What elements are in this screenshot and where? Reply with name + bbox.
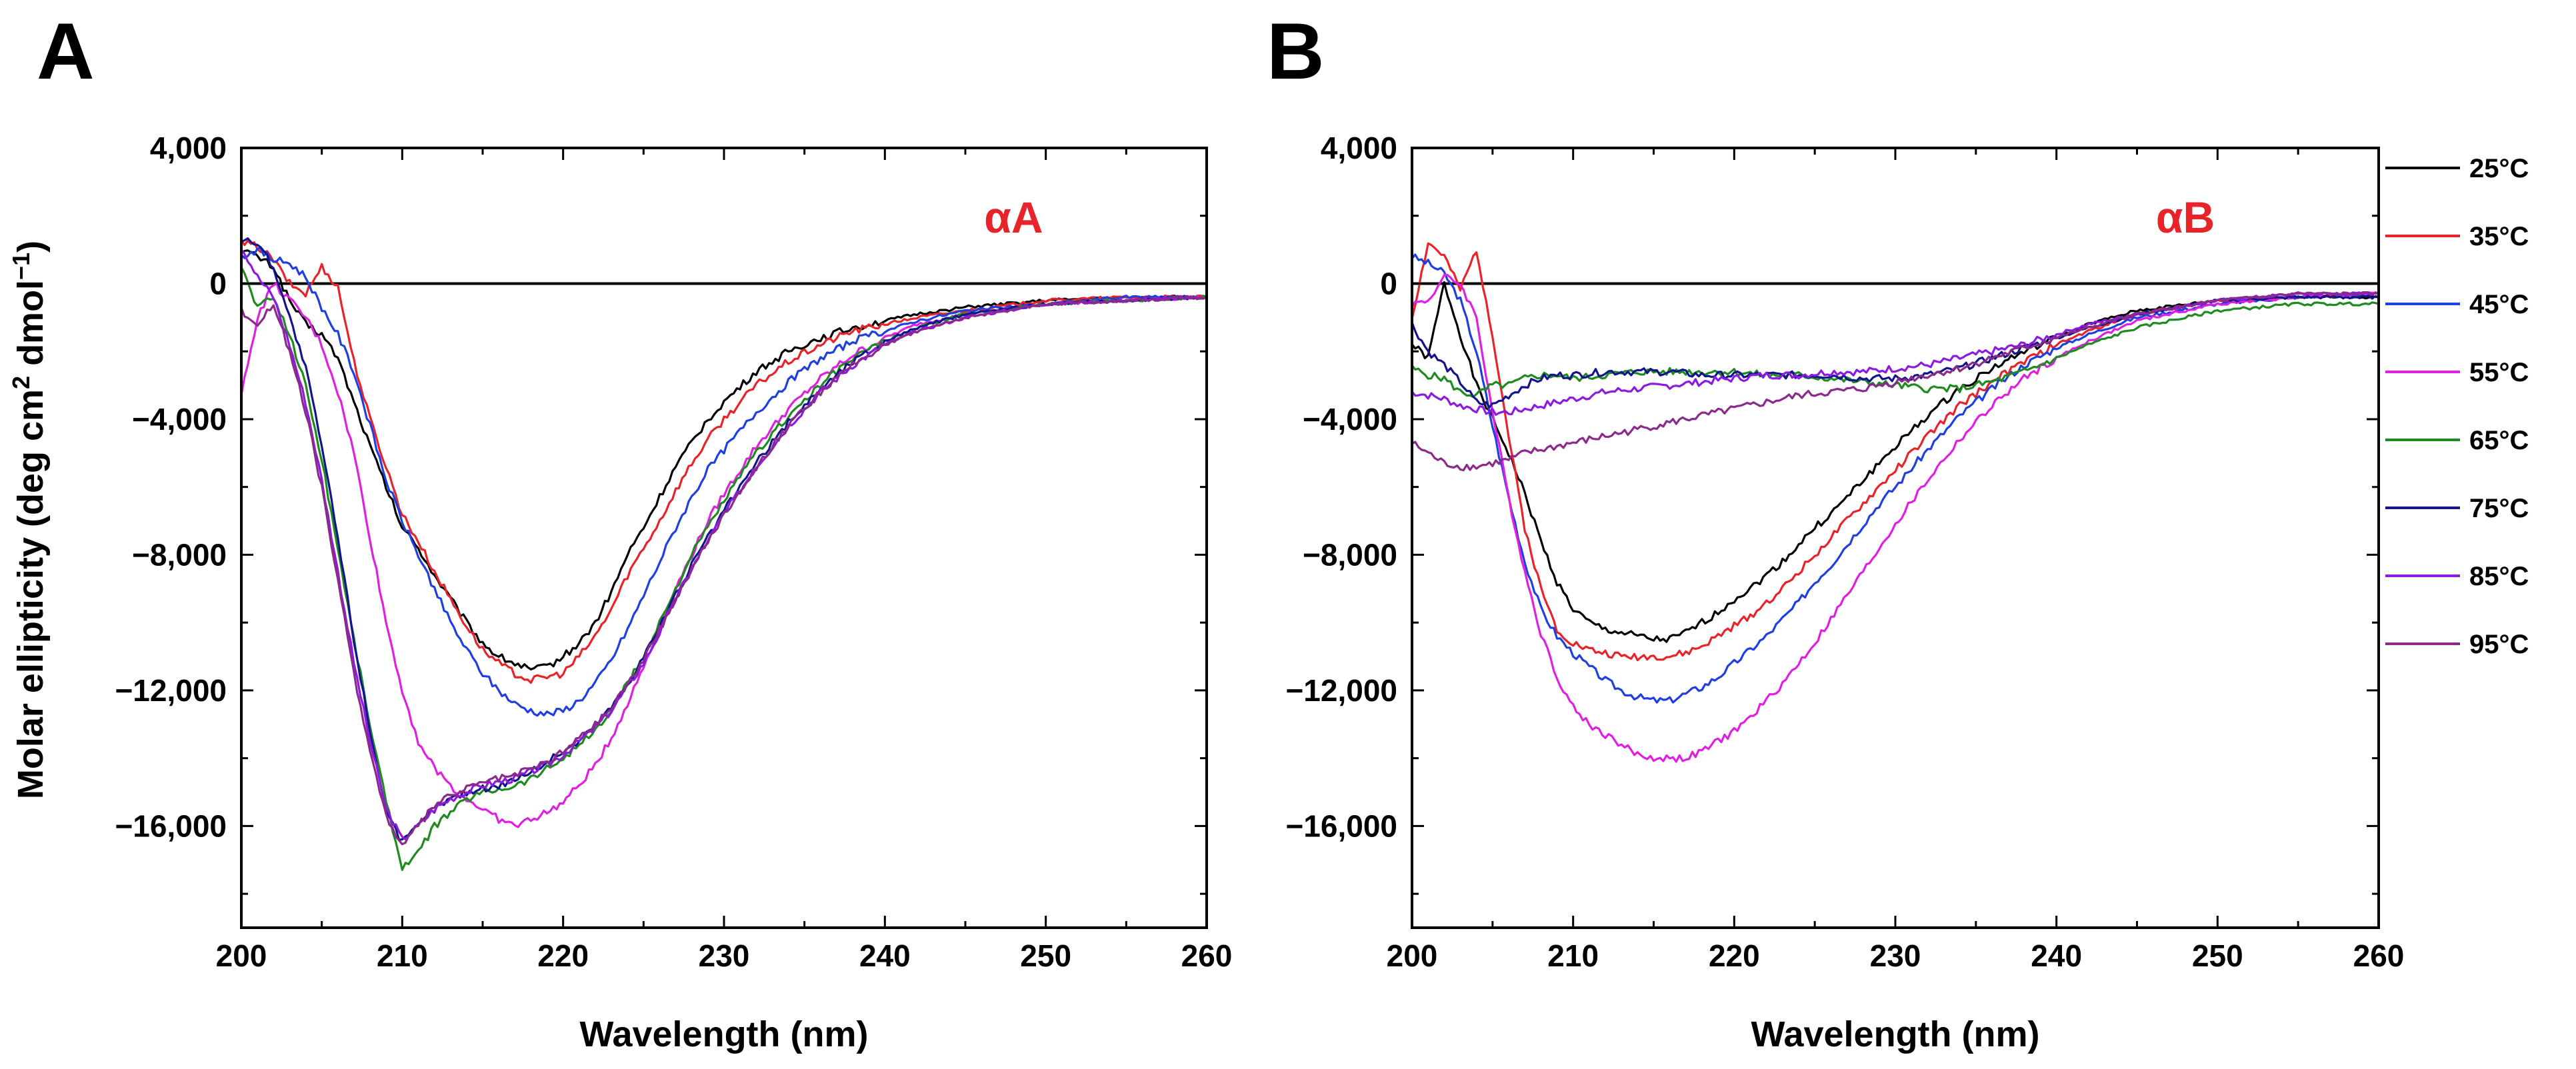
panel-a-x-axis-title: Wavelength (nm) (579, 1014, 868, 1054)
legend-label: 95°C (2469, 630, 2529, 659)
panel-a-plot-area: 200 210 220 230 240 250 260 4,000 0 −4,000 −8,000 −… (115, 131, 1232, 973)
x-tick-label: 200 (216, 938, 267, 973)
y-tick-label: −8,000 (132, 537, 227, 572)
panel-b-letter: B (1267, 7, 1325, 96)
series-group (240, 237, 1208, 871)
y-tick-label: 4,000 (150, 131, 227, 165)
y-tick-label: 0 (1380, 266, 1397, 301)
y-tick-label: −8,000 (1303, 537, 1397, 572)
y-tick-label: −16,000 (115, 808, 227, 843)
legend: 25°C 35°C 45°C 55°C 65°C 75°C 85°C 95°C (2385, 154, 2529, 659)
panel-a-letter: A (37, 7, 95, 96)
panel-a: A Molar ellipticity (deg cm2 dmol−1) 200… (7, 7, 1232, 1054)
legend-label: 65°C (2469, 426, 2529, 455)
x-tick-label: 200 (1387, 938, 1438, 973)
x-tick-label: 260 (1181, 938, 1233, 973)
legend-item: 35°C (2385, 222, 2529, 251)
series-line-35c (240, 239, 1208, 684)
y-tick-label: −4,000 (1303, 402, 1397, 437)
y-tick-label: −12,000 (115, 673, 227, 708)
series-group (1411, 242, 2380, 763)
y-tick-label: 0 (209, 266, 227, 301)
legend-item: 65°C (2385, 426, 2529, 455)
x-tick-label: 240 (859, 938, 911, 973)
x-tick-label: 220 (1709, 938, 1760, 973)
legend-label: 55°C (2469, 358, 2529, 387)
x-tick-label: 210 (1547, 938, 1599, 973)
x-tick-label: 210 (377, 938, 428, 973)
y-title-part-1: Molar ellipticity (deg cm (11, 389, 51, 799)
legend-item: 25°C (2385, 154, 2529, 183)
series-line-55c (1411, 273, 2380, 763)
x-tick-label: 240 (2031, 938, 2082, 973)
legend-label: 85°C (2469, 562, 2529, 591)
legend-label: 25°C (2469, 154, 2529, 183)
legend-item: 75°C (2385, 494, 2529, 523)
x-tick-label: 230 (1870, 938, 1921, 973)
legend-label: 75°C (2469, 494, 2529, 523)
panel-a-y-axis-title: Molar ellipticity (deg cm2 dmol−1) (7, 241, 51, 799)
protein-label: αB (2156, 193, 2215, 242)
x-tick-label: 260 (2353, 938, 2405, 973)
legend-item: 95°C (2385, 630, 2529, 659)
legend-label: 45°C (2469, 290, 2529, 319)
y-tick-label: −4,000 (132, 402, 227, 437)
legend-item: 85°C (2385, 562, 2529, 591)
y-tick-label: −12,000 (1285, 673, 1397, 708)
panel-b: B 200 210 220 230 240 250 260 4,000 0 −4,000 −8,00… (1267, 7, 2529, 1054)
x-tick-label: 220 (537, 938, 589, 973)
y-title-sup-minus-1: −1 (7, 253, 35, 280)
y-title-part-2: dmol (11, 280, 51, 376)
legend-item: 45°C (2385, 290, 2529, 319)
y-tick-label: −16,000 (1285, 808, 1397, 843)
series-line-95c (1411, 291, 2380, 472)
y-title-sup-2: 2 (7, 376, 35, 389)
series-line-95c (240, 295, 1208, 846)
x-tick-label: 250 (1020, 938, 1071, 973)
protein-label: αA (984, 193, 1043, 242)
panel-b-x-axis-title: Wavelength (nm) (1751, 1014, 2039, 1054)
y-tick-label: 4,000 (1321, 131, 1397, 165)
x-tick-label: 230 (699, 938, 750, 973)
legend-item: 55°C (2385, 358, 2529, 387)
y-title-part-3: ) (11, 241, 51, 253)
panel-b-plot-area: 200 210 220 230 240 250 260 4,000 0 −4,000 −8,000 −… (1285, 131, 2404, 973)
legend-label: 35°C (2469, 222, 2529, 251)
x-tick-label: 250 (2192, 938, 2243, 973)
